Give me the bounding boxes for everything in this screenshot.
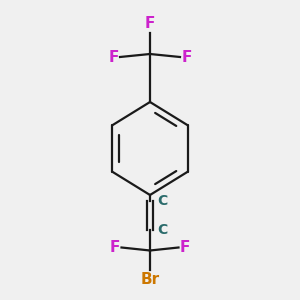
Text: C: C <box>158 194 168 208</box>
Text: F: F <box>110 240 120 255</box>
Text: F: F <box>180 240 190 255</box>
Text: C: C <box>158 223 168 236</box>
Text: F: F <box>182 50 192 64</box>
Text: Br: Br <box>140 272 160 286</box>
Text: F: F <box>145 16 155 32</box>
Text: F: F <box>108 50 119 64</box>
